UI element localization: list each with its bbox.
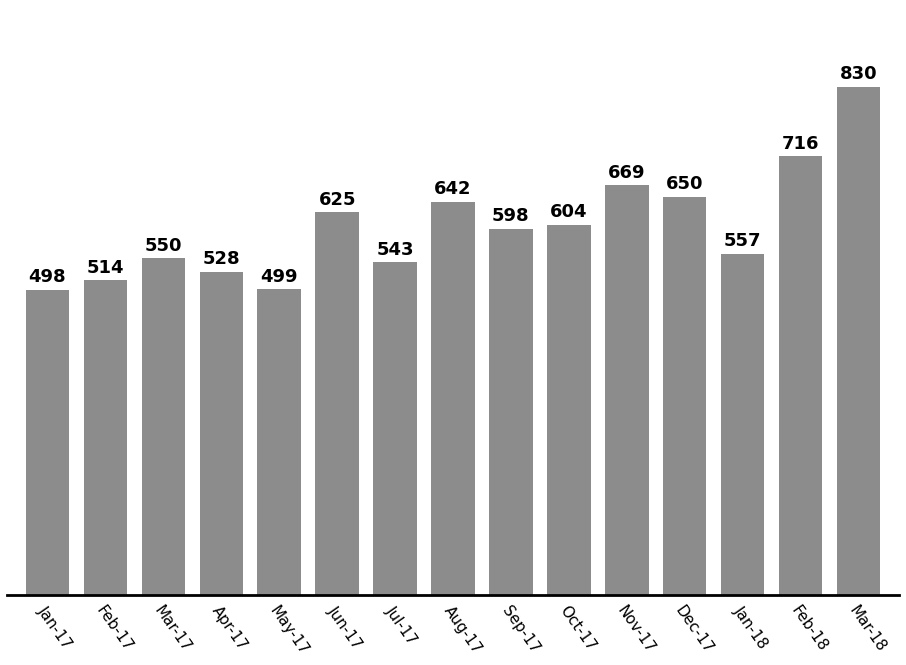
Text: 669: 669 bbox=[608, 164, 646, 182]
Bar bbox=[605, 186, 649, 595]
Text: 830: 830 bbox=[840, 65, 877, 83]
Text: 650: 650 bbox=[666, 176, 703, 194]
Bar bbox=[721, 254, 765, 595]
Bar bbox=[83, 280, 127, 595]
Bar bbox=[431, 201, 475, 595]
Bar bbox=[547, 225, 591, 595]
Text: 550: 550 bbox=[145, 237, 182, 255]
Bar bbox=[199, 272, 243, 595]
Text: 528: 528 bbox=[202, 250, 240, 268]
Bar bbox=[141, 258, 185, 595]
Bar bbox=[837, 86, 881, 595]
Bar bbox=[25, 290, 69, 595]
Text: 716: 716 bbox=[782, 135, 819, 153]
Bar bbox=[489, 229, 533, 595]
Bar bbox=[373, 263, 417, 595]
Bar bbox=[663, 197, 707, 595]
Text: 598: 598 bbox=[492, 207, 530, 225]
Text: 514: 514 bbox=[87, 259, 124, 277]
Bar bbox=[257, 289, 301, 595]
Text: 498: 498 bbox=[29, 269, 66, 287]
Bar bbox=[779, 156, 823, 595]
Text: 557: 557 bbox=[724, 232, 761, 250]
Text: 642: 642 bbox=[434, 180, 472, 198]
Text: 625: 625 bbox=[318, 191, 356, 209]
Text: 543: 543 bbox=[376, 241, 414, 259]
Text: 499: 499 bbox=[260, 268, 298, 286]
Bar bbox=[315, 212, 359, 595]
Text: 604: 604 bbox=[550, 203, 588, 221]
